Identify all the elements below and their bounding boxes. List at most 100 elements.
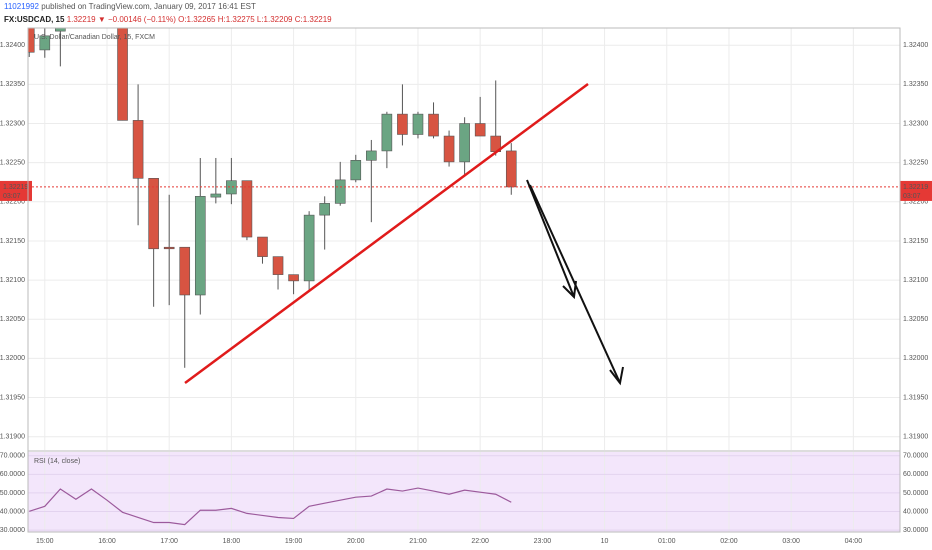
- legend: U.S. Dollar/Canadian Dollar, 15, FXCM: [34, 34, 155, 41]
- pane-background: [28, 452, 900, 532]
- y-tick-label: 1.32050: [0, 316, 25, 323]
- x-tick-label: 15:00: [36, 538, 54, 545]
- candle-body: [428, 113, 439, 137]
- x-tick-label: 10: [601, 538, 609, 545]
- x-tick-label: 19:00: [285, 538, 303, 545]
- candle-body: [272, 256, 284, 275]
- open: O:1.32265: [178, 15, 216, 24]
- y-tick-label: 50.0000: [0, 490, 25, 497]
- published: published on TradingView.com, January 09…: [41, 2, 256, 11]
- y-tick-label: 1.32350: [0, 81, 25, 88]
- y-tick-label: 1.32200: [0, 199, 25, 206]
- arrows: [526, 179, 624, 386]
- y-tick-label: 1.32250: [903, 160, 928, 167]
- y-tick-label: 1.32100: [0, 277, 25, 284]
- last-price-label: 1.32219: [3, 184, 28, 191]
- candle-body: [505, 150, 517, 188]
- x-tick-label: 21:00: [409, 538, 427, 545]
- y-tick-label: 1.32000: [903, 355, 928, 362]
- arrow: [529, 184, 621, 384]
- y-tick-label: 1.31900: [903, 434, 928, 441]
- candle-body: [148, 178, 159, 250]
- candle-body: [443, 135, 455, 163]
- y-tick-label: 30.0000: [903, 527, 928, 534]
- y-tick-label: 40.0000: [903, 508, 928, 515]
- x-tick-label: 04:00: [845, 538, 863, 545]
- candle-body: [257, 236, 268, 257]
- countdown: 03:07: [3, 193, 21, 200]
- candle-body: [319, 203, 330, 216]
- y-tick-label: 1.31900: [0, 434, 25, 441]
- frame: [27, 27, 901, 533]
- y-tick-label: 30.0000: [0, 527, 25, 534]
- trend-line: [184, 82, 589, 385]
- y-tick-label: 1.32150: [903, 238, 928, 245]
- candle-body: [288, 274, 299, 282]
- candle-body: [210, 193, 222, 198]
- candle-body: [412, 113, 424, 135]
- y-tick-label: 50.0000: [903, 490, 928, 497]
- candle-body: [179, 246, 191, 296]
- plot-frame: [27, 27, 901, 533]
- x-tick-label: 23:00: [534, 538, 552, 545]
- x-tick-label: 03:00: [782, 538, 800, 545]
- last-price-label: 1.32219: [903, 184, 928, 191]
- header-line: 11021992 published on TradingView.com, J…: [4, 2, 256, 11]
- candle-body: [459, 123, 470, 163]
- y-tick-label: 1.32400: [903, 42, 928, 49]
- close: C:1.32219: [295, 15, 332, 24]
- x-tick-label: 22:00: [471, 538, 489, 545]
- y-tick-label: 1.31950: [903, 394, 928, 401]
- arrow: [526, 179, 575, 298]
- y-tick-label: 1.32300: [903, 120, 928, 127]
- y-tick-label: 1.32100: [903, 277, 928, 284]
- candle-body: [194, 196, 206, 296]
- x-tick-label: 17:00: [160, 538, 178, 545]
- y-tick-label: 1.32000: [0, 355, 25, 362]
- candle-body: [39, 35, 51, 51]
- y-tick-label: 1.32200: [903, 199, 928, 206]
- author: 11021992: [4, 2, 40, 11]
- marks: 15:00 16:00 17:00 18:00 19:00 20:00 21:00 22:00…: [0, 42, 932, 545]
- candle-body: [366, 150, 377, 161]
- y-tick-label: 1.32150: [0, 238, 25, 245]
- y-tick-label: 1.32050: [903, 316, 928, 323]
- quote-line: FX:USDCAD, 15 1.32219 ▼ −0.00146 (−0.11%…: [4, 15, 332, 24]
- candle-body: [381, 113, 393, 152]
- rsi-line: [29, 487, 512, 526]
- candle-body: [334, 179, 346, 204]
- x-tick-label: 18:00: [223, 538, 241, 545]
- y-tick-label: 1.32300: [0, 120, 25, 127]
- y-tick-label: 1.32400: [0, 42, 25, 49]
- candle-body: [303, 214, 315, 282]
- price-pane: [28, 28, 900, 368]
- candle-body: [241, 180, 253, 238]
- x-tick-label: 20:00: [347, 538, 365, 545]
- y-tick-label: 60.0000: [903, 471, 928, 478]
- x-tick-label: 01:00: [658, 538, 676, 545]
- grid: [28, 28, 900, 532]
- candle-body: [132, 120, 144, 179]
- y-tick-label: 40.0000: [0, 508, 25, 515]
- countdown: 03:07: [903, 193, 921, 200]
- symbol: FX:USDCAD, 15: [4, 15, 65, 24]
- arrow-head: [609, 366, 624, 386]
- high: H:1.32275: [218, 15, 255, 24]
- candle-body: [397, 113, 408, 135]
- x-tick-label: 16:00: [98, 538, 116, 545]
- y-tick-label: 70.0000: [903, 453, 928, 460]
- rsi-title: RSI (14, close): [34, 458, 80, 465]
- candle-body: [117, 28, 128, 121]
- quote: 1.32219 ▼ −0.00146 (−0.11%): [67, 15, 177, 24]
- candle-body: [226, 180, 237, 195]
- y-tick-label: 60.0000: [0, 471, 25, 478]
- y-tick-label: 1.32350: [903, 81, 928, 88]
- low: L:1.32209: [257, 15, 293, 24]
- candle-body: [474, 123, 486, 137]
- candle-body: [350, 160, 362, 181]
- y-tick-label: 1.31950: [0, 394, 25, 401]
- y-tick-label: 1.32250: [0, 160, 25, 167]
- x-tick-label: 02:00: [720, 538, 738, 545]
- y-tick-label: 70.0000: [0, 453, 25, 460]
